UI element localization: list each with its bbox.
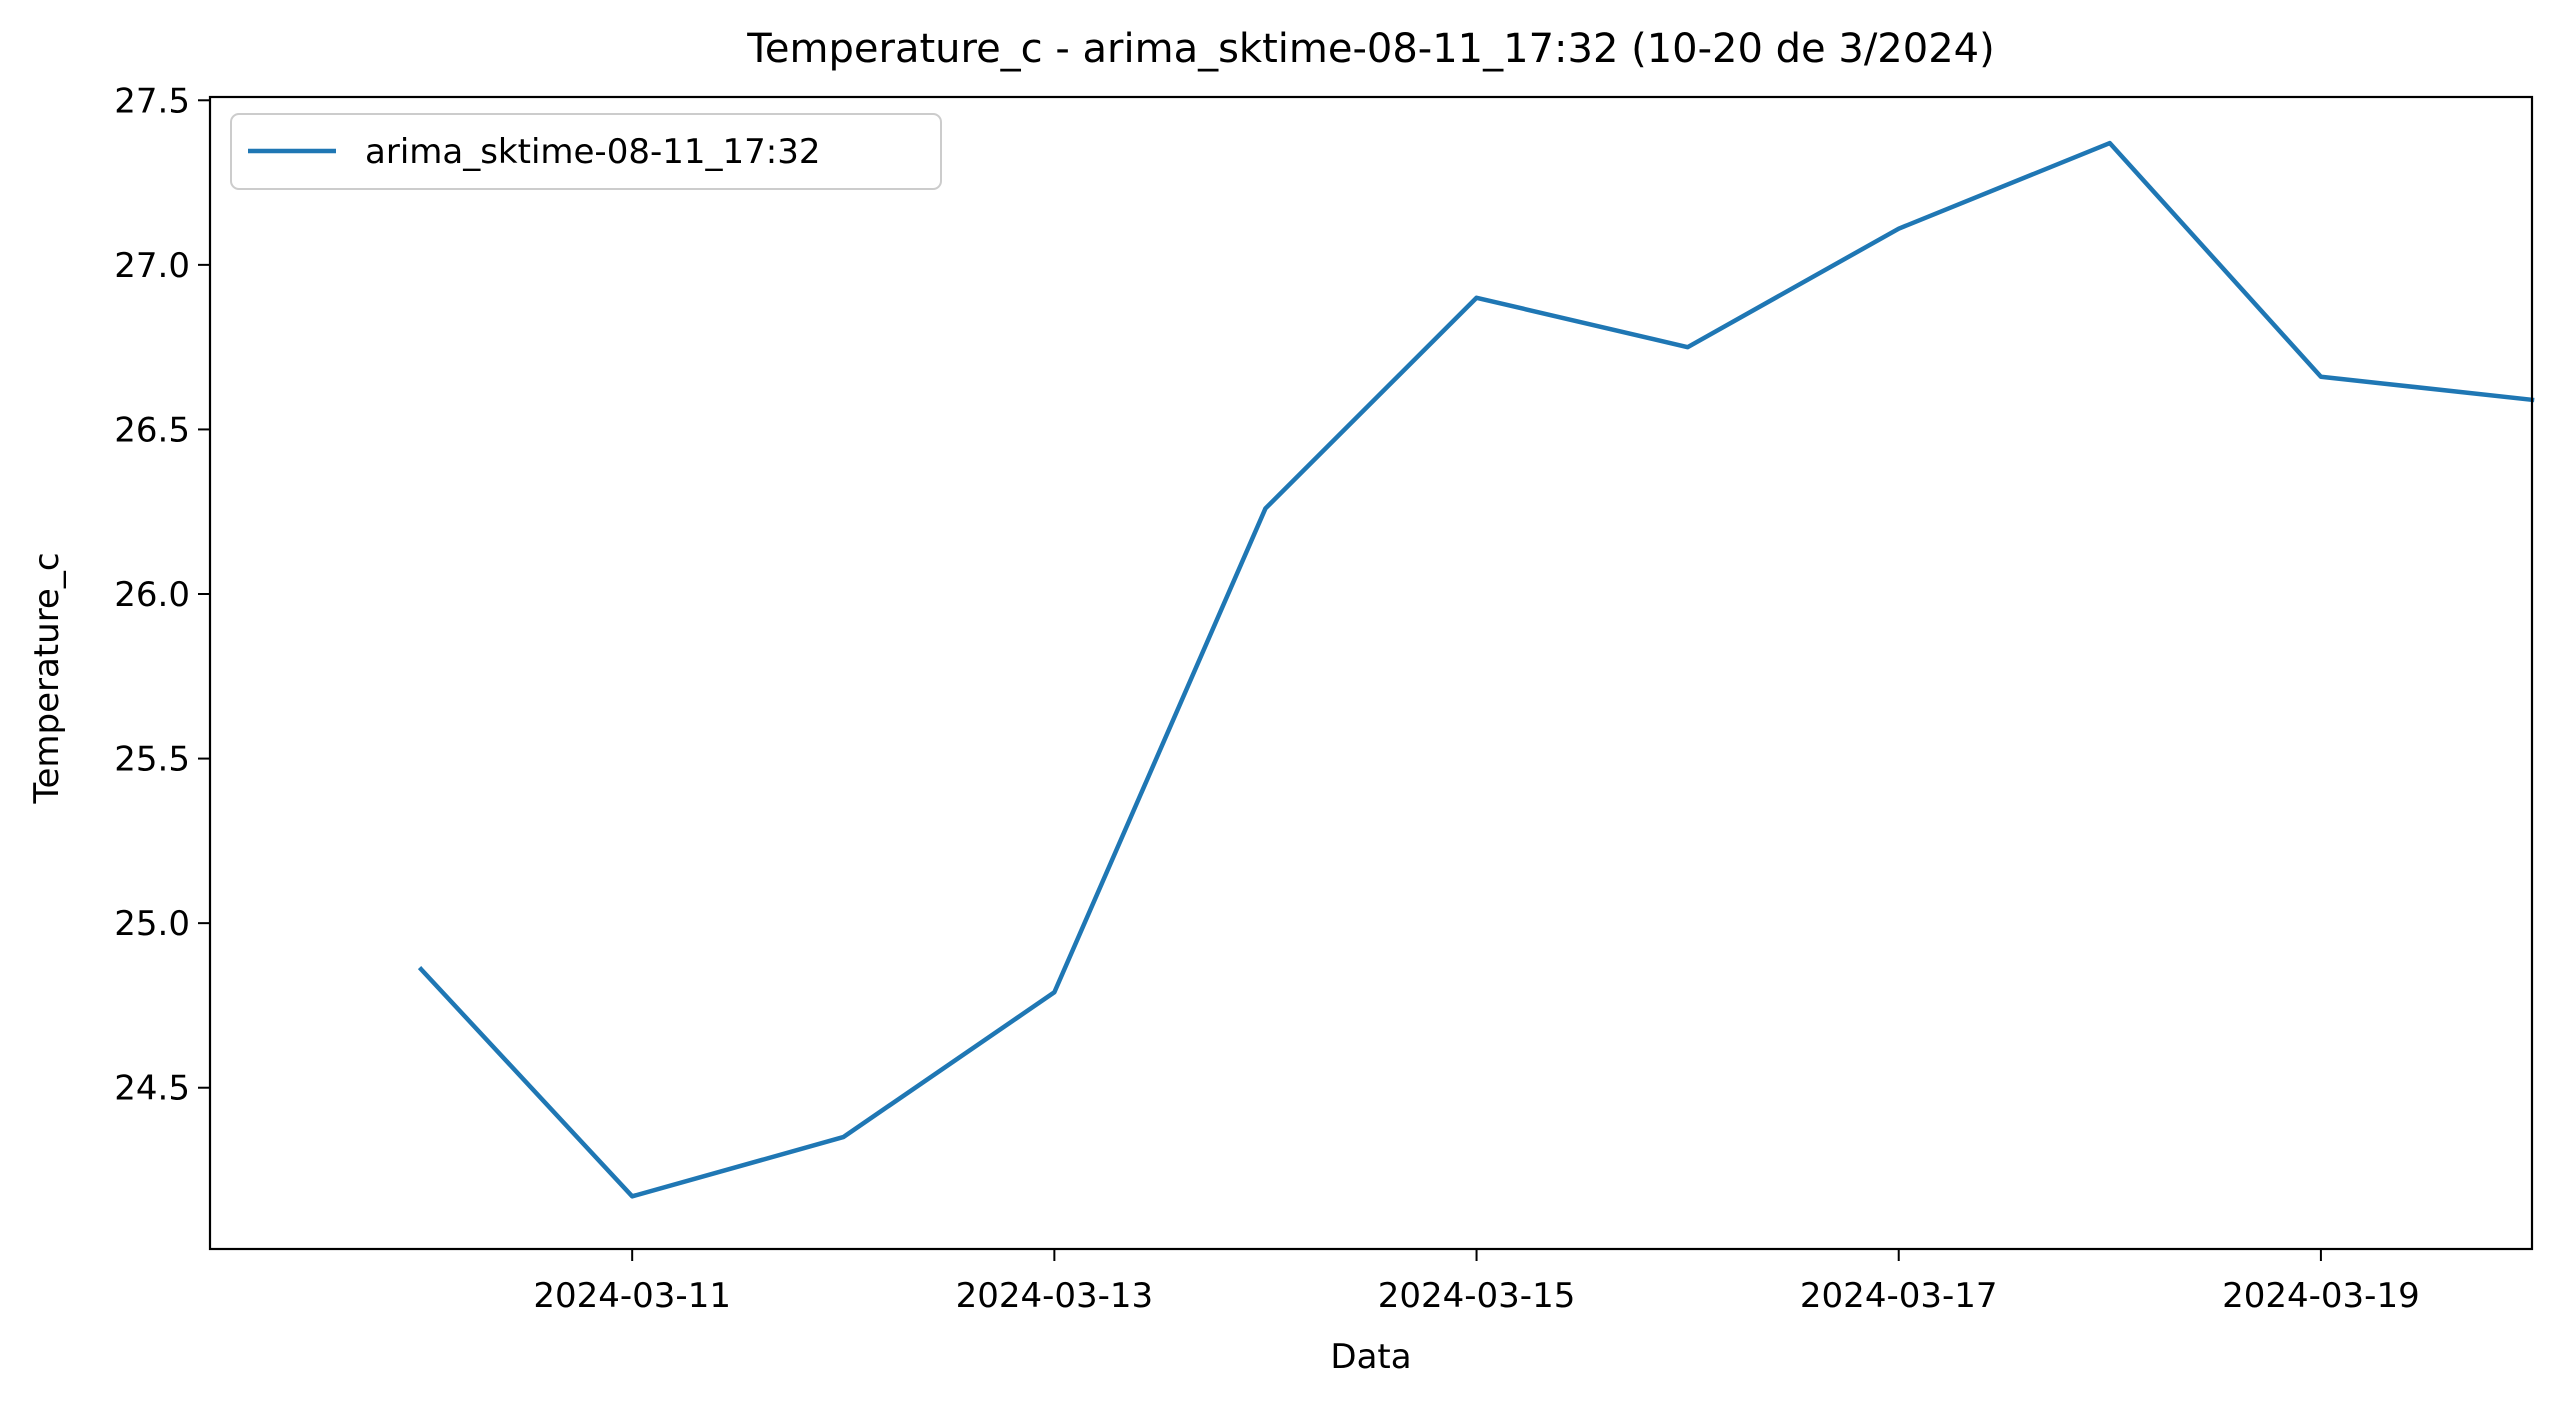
x-tick-label-4: 2024-03-19	[2222, 1276, 2420, 1316]
y-tick-label-5: 27.0	[114, 246, 190, 286]
y-tick-label-1: 25.0	[114, 904, 190, 944]
y-tick-label-6: 27.5	[114, 81, 190, 121]
y-tick-label-4: 26.5	[114, 410, 190, 450]
chart-title: Temperature_c - arima_sktime-08-11_17:32…	[746, 26, 1994, 72]
legend: arima_sktime-08-11_17:32	[231, 114, 941, 189]
x-tick-label-0: 2024-03-11	[533, 1276, 731, 1316]
y-tick-label-0: 24.5	[114, 1069, 190, 1109]
y-axis-label: Temperature_c	[27, 552, 67, 804]
x-tick-label-2: 2024-03-15	[1378, 1276, 1576, 1316]
x-tick-label-1: 2024-03-13	[956, 1276, 1154, 1316]
x-tick-label-3: 2024-03-17	[1800, 1276, 1998, 1316]
x-axis-label: Data	[1330, 1337, 1411, 1377]
legend-label: arima_sktime-08-11_17:32	[365, 132, 820, 172]
y-tick-label-2: 25.5	[114, 740, 190, 780]
y-tick-label-3: 26.0	[114, 575, 190, 615]
